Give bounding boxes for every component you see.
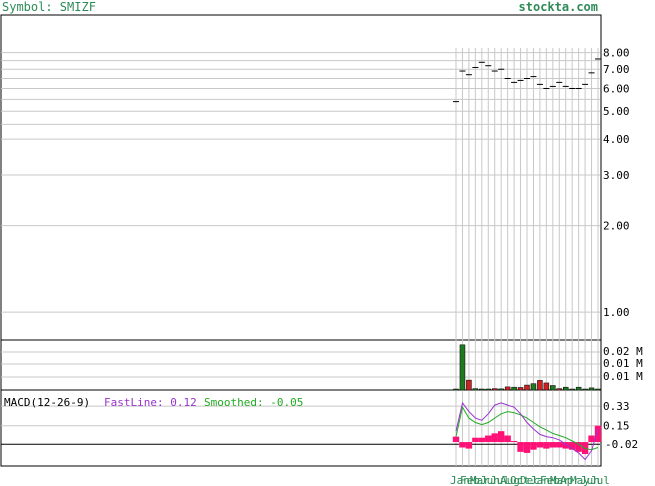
volume-bar (588, 387, 595, 391)
symbol-label: Symbol: SMIZF (2, 0, 96, 14)
macd-tick-label: -0.02 (605, 438, 638, 451)
macd-histogram-bar (491, 433, 498, 443)
x-tick-label: Feb (460, 474, 480, 486)
x-tick-label: Dec (520, 474, 540, 486)
macd-histogram-bar (549, 442, 557, 448)
x-tick-label: Jun (580, 474, 600, 486)
x-tick-label: Mar (470, 474, 490, 486)
price-layer: 8.00 7.00 6.00 5.00 4.00 3.00 2.00 1.00 (1, 47, 630, 466)
price-tick-label: 1.00 (603, 306, 630, 319)
volume-bar (569, 388, 575, 391)
volume-tick-label: 0.02 M (603, 345, 643, 358)
volume-panel (0, 339, 602, 391)
x-tick-label: Oct (510, 474, 530, 486)
macd-histogram-bar (523, 442, 531, 453)
macd-histogram-bar (517, 442, 524, 452)
x-tick-label: Jul (590, 474, 610, 486)
x-tick-label: Mar (550, 474, 570, 486)
macd-histogram-bar (504, 435, 511, 443)
price-panel (0, 14, 602, 341)
site-link[interactable]: stockta.com (519, 0, 598, 14)
volume-bar (498, 388, 504, 391)
price-tick-label: 6.00 (603, 82, 630, 95)
volume-bar (479, 388, 485, 391)
x-tick-label: Jan (450, 474, 470, 486)
x-tick-label: Aug (500, 474, 520, 486)
macd-histogram-bar (497, 431, 505, 443)
macd-layer: 0.33 0.15 -0.02 (1, 400, 638, 461)
macd-histogram-bar (472, 437, 479, 443)
volume-bar (517, 387, 524, 391)
macd-histogram-bar (536, 442, 544, 448)
macd-title: MACD(12-26-9) (4, 396, 90, 409)
macd-histogram-bar (562, 442, 569, 449)
smoothed-line (455, 405, 599, 451)
volume-bar (530, 383, 537, 391)
macd-histogram-bar (452, 436, 460, 443)
volume-bar (582, 388, 588, 391)
macd-tick-label: 0.33 (603, 400, 630, 413)
volume-bar (504, 386, 511, 391)
macd-histogram-bar (485, 435, 492, 443)
volume-tick-label: 0.01 M (603, 370, 643, 383)
volume-bar (562, 386, 569, 391)
volume-bar (511, 386, 517, 391)
macd-fastline-label: FastLine: 0.12 (104, 396, 197, 409)
price-tick-label: 8.00 (603, 47, 630, 60)
macd-histogram-bar (478, 437, 486, 443)
x-tick-label: Jan (530, 474, 550, 486)
macd-histogram-bar (568, 442, 576, 450)
price-tick-label: 2.00 (603, 220, 630, 233)
volume-layer: 0.02 M0.01 M0.01 M (1, 344, 643, 391)
macd-histogram-bar (465, 442, 473, 449)
macd-histogram-bar (594, 425, 602, 443)
macd-histogram-bar (543, 442, 550, 449)
volume-bar (459, 344, 466, 391)
x-tick-label: Apr (560, 474, 580, 486)
macd-histogram-bar (530, 442, 537, 450)
volume-tick-label: 0.01 M (603, 357, 643, 370)
x-tick-label: Jun (480, 474, 500, 486)
volume-bar (485, 388, 492, 391)
macd-tick-label: 0.15 (603, 420, 630, 433)
price-tick-label: 3.00 (603, 169, 630, 182)
x-tick-label: May (570, 474, 590, 486)
volume-bar (550, 385, 556, 391)
x-tick-label: Feb (540, 474, 560, 486)
volume-bar (537, 380, 543, 391)
macd-histogram-bar (575, 442, 582, 452)
price-tick-label: 7.00 (603, 63, 630, 76)
volume-bar (453, 388, 459, 391)
volume-bar (491, 388, 498, 391)
volume-bar (543, 382, 550, 391)
volume-bar (575, 386, 582, 391)
volume-bar (524, 384, 530, 391)
x-axis-labels: JanFebMarJunJulAugOctDecJanFebMarAprMayJ… (450, 474, 610, 486)
volume-bar (466, 379, 472, 391)
macd-smoothed-label: Smoothed: -0.05 (204, 396, 303, 409)
macd-histogram-bar (588, 435, 595, 443)
price-tick-label: 5.00 (603, 105, 630, 118)
price-tick-label: 4.00 (603, 133, 630, 146)
x-tick-label: Jul (490, 474, 510, 486)
volume-bar (556, 388, 563, 391)
macd-histogram-bar (459, 442, 466, 448)
macd-histogram-bar (510, 440, 518, 443)
macd-histogram-bar (556, 442, 563, 448)
volume-bar (595, 388, 601, 391)
fastline-line (455, 401, 599, 461)
volume-bar (472, 388, 479, 391)
